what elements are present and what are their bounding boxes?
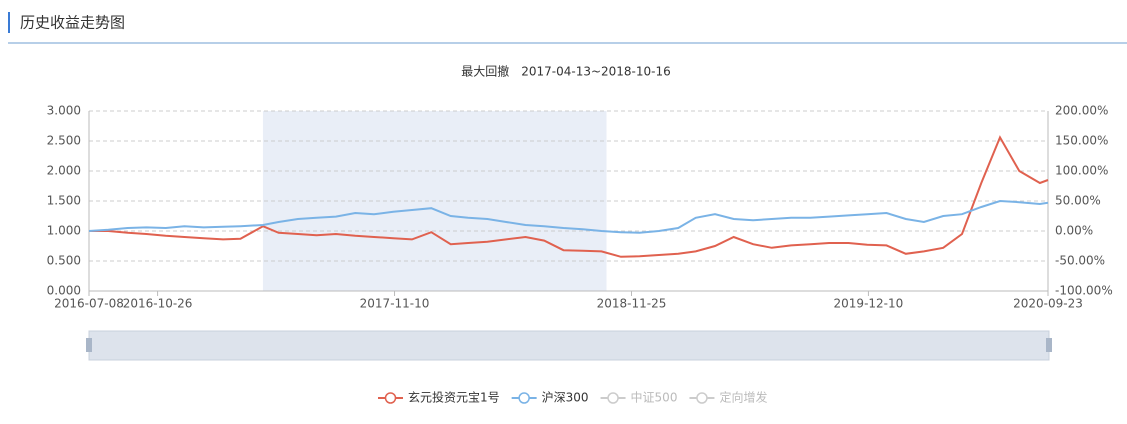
- x-tick-label: 2017-11-10: [360, 297, 430, 311]
- legend-item[interactable]: 中证500: [600, 390, 678, 405]
- y2-tick-label: 150.00%: [1055, 134, 1108, 148]
- y-tick-label: 2.500: [47, 134, 81, 148]
- x-tick-label: 2016-07-08: [54, 297, 124, 311]
- legend-label: 中证500: [631, 390, 678, 405]
- series-line: [88, 199, 1049, 234]
- legend-label: 玄元投资元宝1号: [408, 390, 500, 405]
- header-title: 历史收益走势图: [20, 14, 125, 32]
- legend-marker: [384, 392, 397, 404]
- y-tick-label: 3.000: [47, 104, 81, 118]
- y-tick-label: 0.000: [47, 284, 81, 298]
- zoom-handle[interactable]: [86, 338, 92, 352]
- y-tick-label: 0.500: [47, 254, 81, 268]
- legend-marker: [607, 392, 619, 404]
- header-bar: [8, 12, 10, 33]
- chart-subtitle: 最大回撤 2017-04-13~2018-10-16: [461, 64, 671, 79]
- legend-item[interactable]: 定向增发: [689, 390, 767, 405]
- x-tick-label: 2016-10-26: [123, 297, 193, 311]
- x-tick-label: 2018-11-25: [597, 297, 667, 311]
- series-line: [89, 135, 1049, 258]
- y2-tick-label: 200.00%: [1055, 104, 1108, 118]
- x-tick-label: 2020-09-23: [1013, 297, 1083, 311]
- y2-tick-label: -100.00%: [1055, 284, 1113, 298]
- y-tick-label: 1.500: [47, 194, 81, 208]
- legend-label: 定向增发: [719, 390, 767, 405]
- zoom-handle[interactable]: [1046, 338, 1052, 352]
- y2-tick-label: 50.00%: [1055, 194, 1101, 208]
- legend-marker: [518, 392, 530, 404]
- y2-tick-label: 0.00%: [1055, 224, 1093, 238]
- zoom-track: [88, 330, 1050, 361]
- legend-item[interactable]: 玄元投资元宝1号: [378, 390, 500, 405]
- y-tick-label: 1.000: [47, 224, 81, 238]
- legend-item[interactable]: 沪深300: [511, 391, 589, 405]
- legend-marker: [696, 392, 708, 404]
- y-tick-label: 2.000: [47, 164, 81, 178]
- legend-label: 沪深300: [542, 391, 589, 405]
- y2-tick-label: -50.00%: [1055, 254, 1105, 268]
- x-tick-label: 2019-12-10: [834, 297, 904, 311]
- data-zoom[interactable]: [86, 330, 1052, 361]
- y2-tick-label: 100.00%: [1055, 164, 1108, 178]
